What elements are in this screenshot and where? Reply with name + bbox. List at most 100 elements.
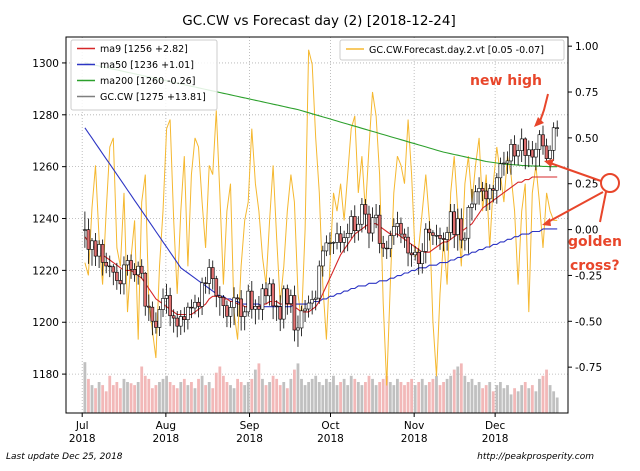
footer-source-link[interactable]: http://peakprosperity.com	[477, 452, 594, 462]
volume-bar	[541, 375, 545, 413]
candle-body	[285, 288, 290, 304]
candlestick	[367, 205, 371, 249]
candle-body	[303, 308, 307, 312]
annotation-arrow-cross-lower	[547, 191, 604, 223]
volume-bar	[456, 366, 460, 413]
candlestick	[491, 185, 496, 203]
volume-bar	[289, 378, 293, 413]
candle-body	[324, 242, 329, 252]
volume-bar	[477, 382, 481, 413]
candle-body	[377, 214, 382, 244]
candle-body	[374, 214, 378, 219]
candle-body	[413, 251, 417, 256]
candle-body	[281, 288, 286, 320]
volume-bar	[445, 378, 449, 413]
volume-bar	[520, 385, 524, 413]
volume-bar	[509, 394, 513, 413]
volume-bar	[488, 382, 492, 413]
volume-bar	[431, 378, 435, 413]
candle-body	[150, 306, 155, 322]
annotation-cross: cross?	[570, 258, 620, 274]
candle-body	[321, 250, 325, 267]
candlestick	[210, 260, 215, 290]
candle-body	[278, 306, 283, 320]
volume-bar	[388, 382, 392, 413]
volume-bar	[452, 369, 456, 413]
candlestick	[512, 135, 517, 165]
candle-body	[470, 203, 474, 208]
candlestick	[523, 137, 528, 170]
candle-body	[292, 295, 297, 331]
candle-body	[448, 211, 453, 233]
volume-bar	[140, 366, 144, 413]
candlestick	[548, 145, 552, 172]
candlestick	[157, 306, 162, 336]
candle-body	[182, 316, 187, 320]
candle-body	[139, 265, 144, 274]
volume-bar	[193, 388, 197, 413]
volume-bar	[349, 375, 353, 413]
candle-body	[161, 298, 165, 310]
candlestick	[324, 235, 329, 257]
volume-bar	[236, 378, 239, 413]
candlestick	[384, 240, 389, 259]
volume-bar	[420, 378, 424, 413]
x-tick-month: Sep	[240, 420, 260, 432]
candle-body	[178, 316, 183, 327]
candlestick	[519, 128, 524, 162]
candlestick	[232, 287, 236, 326]
candlestick	[285, 284, 290, 315]
y-right-tick-label: 0.75	[575, 87, 598, 99]
candlestick	[111, 264, 116, 286]
annotation-arrowhead-new-high	[534, 117, 544, 127]
x-tick-year: 2018	[401, 433, 428, 445]
candle-body	[498, 163, 503, 179]
candlestick	[495, 173, 499, 204]
candlestick	[459, 208, 464, 249]
candlestick	[427, 221, 432, 241]
volume-bar	[495, 385, 499, 413]
volume-bar	[182, 378, 186, 413]
candlestick	[498, 157, 503, 191]
annotation-arrowhead-cross-lower	[542, 218, 551, 226]
candlestick	[150, 301, 155, 336]
y-right-tick-label: -0.50	[575, 316, 602, 328]
candle-body	[402, 233, 407, 238]
volume-bar	[538, 378, 541, 413]
volume-bar	[282, 382, 286, 413]
axes: 1180 1200 1220 1240 1260 1280 1300 1.00 0.75 0.50…	[32, 36, 602, 445]
candle-body	[360, 204, 364, 225]
candle-body	[352, 216, 357, 232]
candle-body	[466, 207, 471, 239]
volume-bar	[158, 382, 161, 413]
volume-bar	[395, 378, 399, 413]
candlestick	[530, 140, 535, 165]
volume-bar	[364, 382, 367, 413]
volume-bar	[214, 372, 218, 413]
candle-body	[420, 251, 425, 264]
candle-body	[189, 306, 194, 309]
candlestick	[445, 226, 449, 251]
candlestick	[306, 295, 311, 318]
candle-body	[438, 235, 442, 239]
annotations: new high golden cross?	[470, 73, 622, 274]
volume-bar	[435, 375, 438, 413]
candle-body	[424, 228, 428, 252]
candlestick	[122, 256, 126, 295]
candle-body	[242, 311, 247, 317]
candlestick	[289, 289, 293, 313]
candlestick	[203, 276, 208, 294]
candlestick	[93, 233, 98, 266]
candle-body	[299, 310, 304, 329]
volume-bar	[410, 378, 414, 413]
candlestick	[292, 285, 297, 342]
candle-body	[473, 191, 478, 205]
candlestick	[249, 281, 254, 319]
x-tick-month: Nov	[404, 420, 425, 432]
candlestick	[335, 222, 339, 250]
candle-body	[516, 150, 520, 157]
volume-bar	[300, 378, 303, 413]
y-left-tick-label: 1300	[32, 58, 59, 70]
x-tick-month: Oct	[321, 420, 339, 432]
